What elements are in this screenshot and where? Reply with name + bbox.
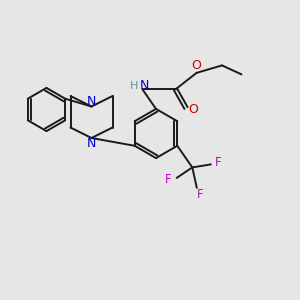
Text: O: O — [189, 103, 198, 116]
Text: N: N — [139, 79, 149, 92]
Text: H: H — [130, 81, 138, 91]
Text: F: F — [165, 173, 172, 186]
Text: N: N — [87, 137, 96, 150]
Text: O: O — [192, 59, 201, 72]
Text: N: N — [87, 94, 96, 108]
Text: F: F — [197, 188, 204, 201]
Text: F: F — [215, 156, 222, 170]
